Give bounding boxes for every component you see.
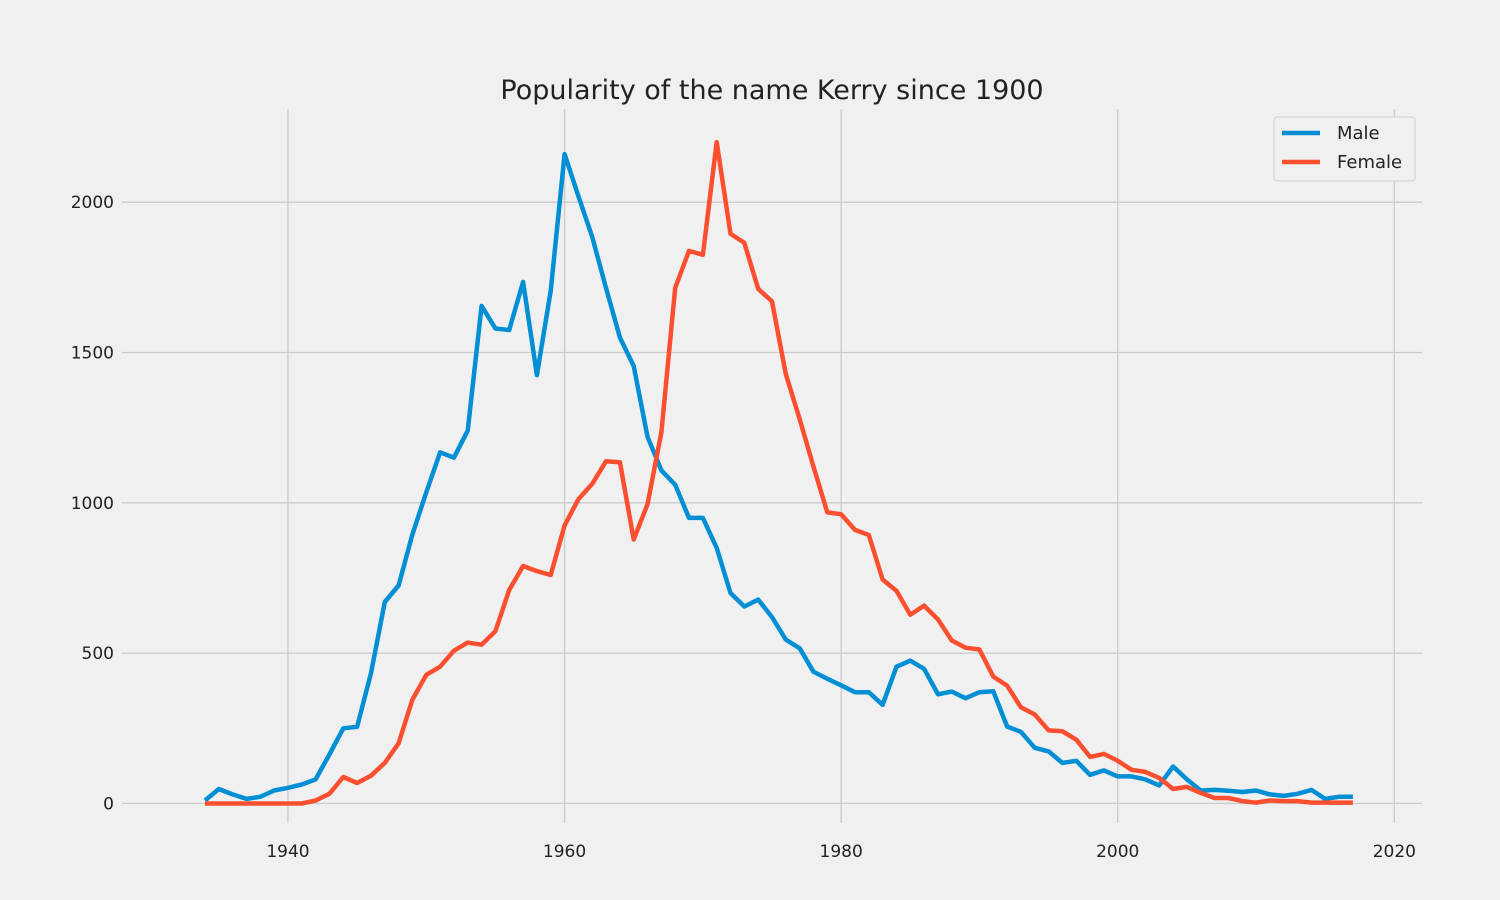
series-line-female bbox=[205, 139, 1353, 806]
legend: Male Female bbox=[1273, 116, 1416, 182]
x-tick-label: 1940 bbox=[266, 842, 309, 862]
y-tick-label: 500 bbox=[82, 644, 114, 664]
x-tick-label: 1980 bbox=[820, 842, 863, 862]
y-tick-label: 0 bbox=[103, 794, 114, 814]
grid bbox=[122, 109, 1422, 823]
series-line-male bbox=[203, 151, 1353, 803]
series-lines bbox=[203, 139, 1353, 806]
x-tick-label: 1960 bbox=[543, 842, 586, 862]
y-axis-ticks: 0 500 1000 1500 2000 bbox=[71, 193, 114, 814]
legend-label-male: Male bbox=[1337, 123, 1380, 144]
x-axis-ticks: 1940 1960 1980 2000 2020 bbox=[266, 842, 1416, 862]
x-tick-label: 2020 bbox=[1373, 842, 1416, 862]
chart-title: Popularity of the name Kerry since 1900 bbox=[500, 75, 1043, 106]
legend-label-female: Female bbox=[1337, 152, 1402, 173]
y-tick-label: 2000 bbox=[71, 193, 114, 213]
y-tick-label: 1000 bbox=[71, 494, 114, 514]
x-tick-label: 2000 bbox=[1096, 842, 1139, 862]
y-tick-label: 1500 bbox=[71, 344, 114, 364]
